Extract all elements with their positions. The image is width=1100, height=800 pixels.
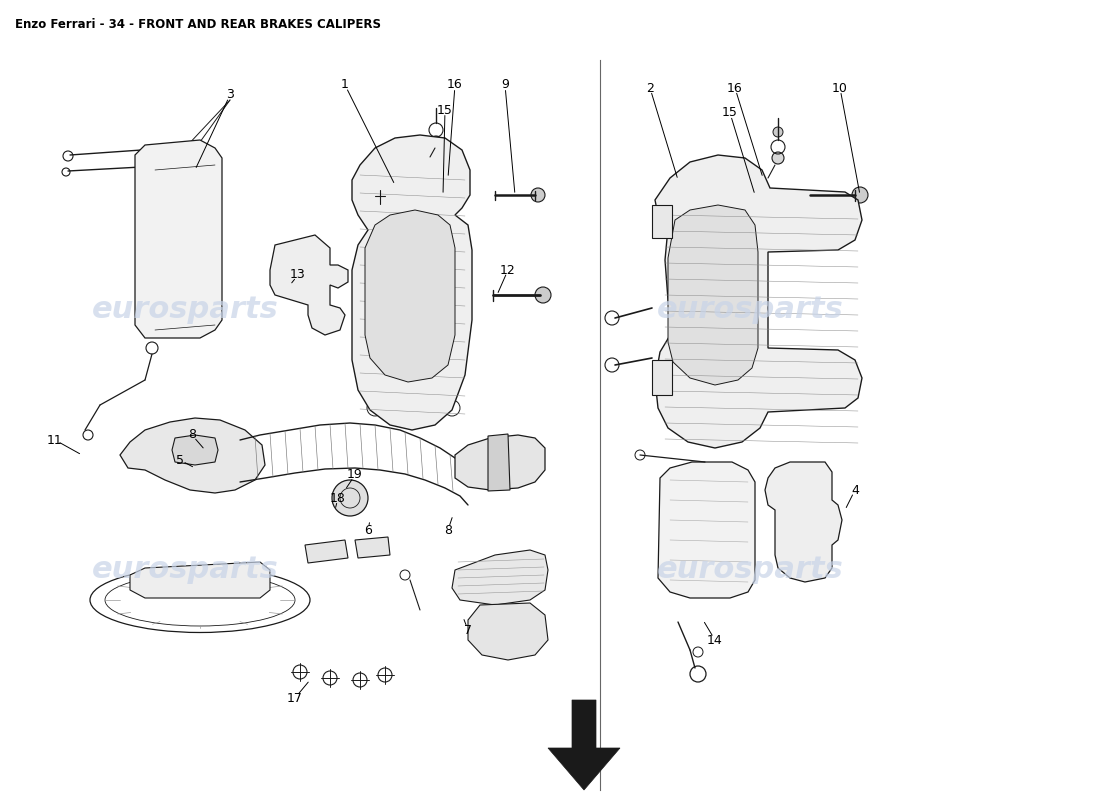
Text: 15: 15 <box>437 103 453 117</box>
Polygon shape <box>135 140 222 338</box>
Polygon shape <box>120 418 265 493</box>
Text: Enzo Ferrari - 34 - FRONT AND REAR BRAKES CALIPERS: Enzo Ferrari - 34 - FRONT AND REAR BRAKE… <box>15 18 381 31</box>
Circle shape <box>605 311 619 325</box>
Circle shape <box>772 152 784 164</box>
Text: 3: 3 <box>227 89 234 102</box>
Circle shape <box>535 287 551 303</box>
Text: 13: 13 <box>290 269 306 282</box>
Circle shape <box>332 480 368 516</box>
Circle shape <box>531 188 544 202</box>
Circle shape <box>63 151 73 161</box>
Text: 8: 8 <box>444 523 452 537</box>
Text: 14: 14 <box>707 634 723 646</box>
Polygon shape <box>305 540 348 563</box>
Polygon shape <box>488 434 510 491</box>
Polygon shape <box>668 205 758 385</box>
Polygon shape <box>365 210 455 382</box>
Text: 11: 11 <box>47 434 63 446</box>
Polygon shape <box>172 435 218 465</box>
Text: 9: 9 <box>502 78 509 91</box>
Polygon shape <box>652 205 672 238</box>
Circle shape <box>832 392 844 404</box>
Polygon shape <box>658 462 755 598</box>
Circle shape <box>430 136 442 148</box>
Text: 12: 12 <box>500 263 516 277</box>
Text: 1: 1 <box>341 78 349 91</box>
Text: 6: 6 <box>364 523 372 537</box>
Text: 10: 10 <box>832 82 848 94</box>
Text: 18: 18 <box>330 491 345 505</box>
Text: eurosparts: eurosparts <box>91 555 278 585</box>
Text: 7: 7 <box>464 623 472 637</box>
Text: eurosparts: eurosparts <box>657 555 844 585</box>
Polygon shape <box>455 435 544 490</box>
Text: 16: 16 <box>447 78 463 91</box>
Circle shape <box>852 187 868 203</box>
Text: 16: 16 <box>727 82 742 94</box>
Polygon shape <box>548 700 620 790</box>
Polygon shape <box>352 135 472 430</box>
Text: 4: 4 <box>851 483 859 497</box>
Circle shape <box>773 127 783 137</box>
Circle shape <box>832 204 844 216</box>
Circle shape <box>374 204 386 216</box>
Text: 15: 15 <box>722 106 738 119</box>
Polygon shape <box>270 235 348 335</box>
Text: 17: 17 <box>287 691 303 705</box>
Text: 2: 2 <box>646 82 653 94</box>
Polygon shape <box>652 360 672 395</box>
Polygon shape <box>452 550 548 605</box>
Text: 5: 5 <box>176 454 184 466</box>
Text: eurosparts: eurosparts <box>91 295 278 325</box>
Polygon shape <box>468 603 548 660</box>
Polygon shape <box>654 155 862 448</box>
Polygon shape <box>764 462 842 582</box>
Text: 19: 19 <box>348 469 363 482</box>
Circle shape <box>62 168 70 176</box>
Circle shape <box>693 647 703 657</box>
Text: 8: 8 <box>188 429 196 442</box>
Circle shape <box>605 358 619 372</box>
Text: eurosparts: eurosparts <box>657 295 844 325</box>
Polygon shape <box>355 537 390 558</box>
Polygon shape <box>130 562 270 598</box>
